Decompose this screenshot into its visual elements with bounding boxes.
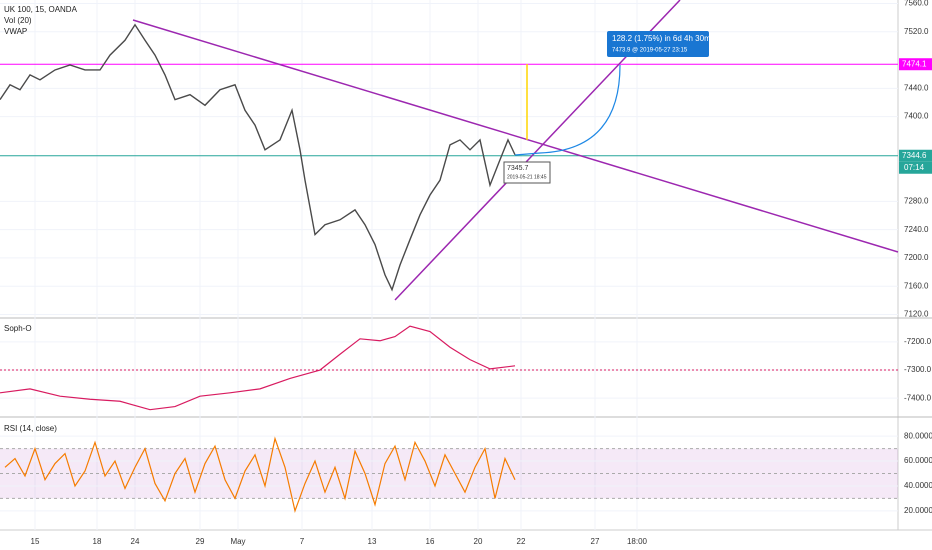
- x-tick-label: 7: [300, 537, 305, 546]
- point-date: 2019-05-21 18:45: [507, 174, 547, 180]
- projection-target: 7473.9 @ 2019-05-27 23:15: [612, 48, 688, 54]
- price-label-box: [899, 58, 932, 71]
- x-tick-label: 18: [93, 537, 102, 546]
- series-line: [0, 23, 516, 292]
- y-tick-label: 7400.0: [904, 112, 929, 121]
- projection-box: [607, 31, 709, 57]
- indicator-label: VWAP: [4, 27, 27, 36]
- y-tick-label: 7280.0: [904, 197, 929, 206]
- x-tick-label: 27: [591, 537, 600, 546]
- y-tick-label: 7200.0: [904, 253, 929, 262]
- x-tick-label: 29: [196, 537, 205, 546]
- countdown-box: [899, 161, 932, 174]
- y-tick-label: 7520.0: [904, 27, 929, 36]
- y-tick-label: -7400.0: [904, 393, 932, 402]
- series-line: [0, 325, 516, 411]
- y-tick-label: 40.0000: [904, 481, 932, 490]
- symbol-title: UK 100, 15, OANDA: [4, 5, 78, 14]
- series-line: [4, 436, 516, 513]
- point-price: 7345.7: [507, 165, 529, 172]
- x-tick-label: 15: [31, 537, 40, 546]
- x-tick-label: 24: [131, 537, 140, 546]
- projection-curve: [514, 64, 621, 156]
- y-tick-label: 7440.0: [904, 83, 929, 92]
- x-tick-label: 16: [426, 537, 435, 546]
- y-tick-label: -7300.0: [904, 365, 932, 374]
- panel-title: RSI (14, close): [4, 424, 57, 433]
- countdown-label: 07:14: [904, 163, 925, 172]
- y-tick-label: 60.0000: [904, 456, 932, 465]
- x-tick-label: 20: [474, 537, 483, 546]
- price-label-box: [899, 149, 932, 162]
- y-tick-label: -7200.0: [904, 337, 932, 346]
- rsi-band: [0, 448, 898, 499]
- x-tick-label: 13: [368, 537, 377, 546]
- trendline: [132, 19, 899, 253]
- x-tick-label: 22: [517, 537, 526, 546]
- y-tick-label: 7120.0: [904, 310, 929, 319]
- y-tick-label: 7240.0: [904, 225, 929, 234]
- point-box: [503, 161, 551, 184]
- y-tick-label: 80.0000: [904, 431, 932, 440]
- panel-title: Soph-O: [4, 324, 32, 333]
- projection-text: 128.2 (1.75%) in 6d 4h 30m: [612, 34, 711, 43]
- y-tick-label: 7160.0: [904, 281, 929, 290]
- price-label: 7344.6: [902, 151, 927, 160]
- y-tick-label: 20.0000: [904, 506, 932, 515]
- y-tick-label: 7560.0: [904, 0, 929, 8]
- indicator-label: Vol (20): [4, 16, 32, 25]
- x-tick-label: May: [230, 537, 245, 546]
- x-tick-label: 18:00: [627, 537, 648, 546]
- price-label: 7474.1: [902, 59, 927, 68]
